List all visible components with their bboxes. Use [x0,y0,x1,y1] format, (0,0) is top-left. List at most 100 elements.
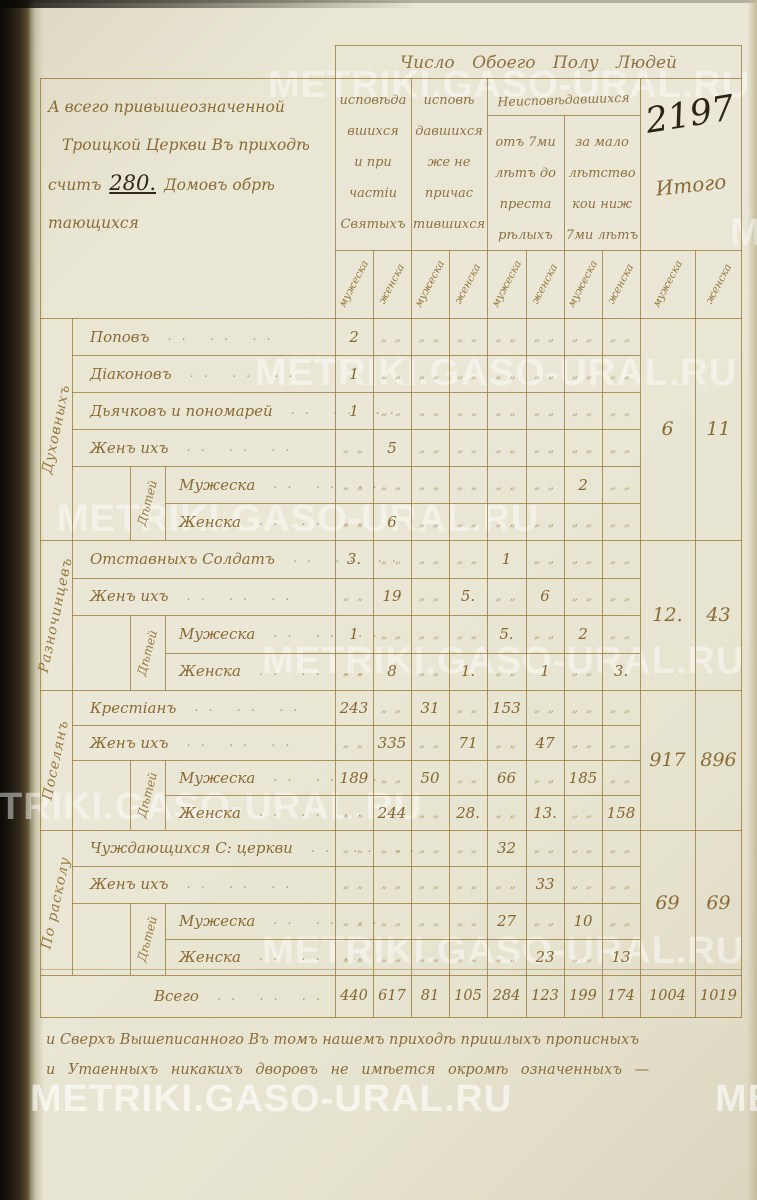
table-line [165,652,640,654]
data-cell: „ „ [449,690,487,725]
header-line: же не [427,155,471,170]
scan-top-edge-line [0,0,757,3]
data-cell: 8 [387,662,397,681]
data-cell: „ „ [411,725,449,760]
row-label-dots: .. .. .. [273,477,387,492]
data-cell: „ „ [373,392,411,429]
ditto-mark: „ „ [609,329,633,344]
data-cell: 50 [420,768,440,787]
table-line [40,690,742,691]
data-cell: „ „ [411,830,449,866]
data-cell: „ „ [335,466,373,503]
ditto-mark: „ „ [456,626,480,641]
ditto-mark: „ „ [342,949,366,964]
ditto-mark: „ „ [342,877,366,892]
header-line: лѣтство [568,166,636,181]
sex-column-header: женска [526,250,564,318]
intro-text: Домовъ обрѣ [163,176,275,194]
ditto-mark: „ „ [495,735,518,750]
ditto-mark: „ „ [380,770,404,785]
table-line [40,78,41,1018]
row-label-text: Женска [179,512,241,531]
table-row-label: Женска.. .. .. [165,653,362,691]
data-cell: „ „ [487,866,526,902]
table-row-label: Женъ ихъ .. .. .. [76,429,332,466]
table-line [695,250,696,1018]
totals-cell: 81 [420,988,440,1004]
data-cell: 5. [499,624,514,643]
data-cell: „ „ [411,429,449,466]
ditto-mark: „ „ [456,440,480,455]
scan-top-edge [0,0,420,8]
table-line [564,115,565,1018]
ditto-mark: „ „ [456,477,480,492]
header-line: и при [354,155,392,170]
ditto-mark: „ „ [456,949,480,964]
ditto-mark: „ „ [571,403,595,418]
row-label-dots: .. .. .. [167,329,281,344]
data-cell: „ „ [335,725,373,760]
data-cell: „ „ [335,653,373,691]
ditto-mark: „ „ [456,913,480,928]
table-line [741,45,742,1018]
data-cell: 1 [540,662,550,681]
ditto-mark: „ „ [495,440,518,455]
ditto-mark: „ „ [495,949,518,964]
table-line [165,938,640,940]
data-cell: „ „ [487,392,526,429]
data-cell: 2 [578,475,588,494]
data-cell: 2 [578,624,588,643]
ditto-mark: „ „ [533,770,557,785]
totals-cell: 123 [531,988,559,1004]
data-cell: „ „ [487,355,526,392]
table-line [72,577,640,579]
data-cell: „ „ [487,503,526,540]
children-group-label: Дѣтей [134,628,161,677]
folio-number: 2197 [642,88,738,142]
ditto-mark: „ „ [571,949,595,964]
data-cell: „ „ [602,392,640,429]
data-cell: „ „ [373,690,411,725]
section-side-label: Поселянъ [39,718,73,802]
not-confessed-adult-header: отъ 7ми лѣтъ до преста рѣлыхъ [487,127,564,251]
ditto-mark: „ „ [456,403,480,418]
row-label-text: Чуждающихся С: церкви [90,839,293,858]
ditto-mark: „ „ [495,366,518,381]
intro-line: тающихся [48,214,139,232]
ditto-mark: „ „ [533,403,557,418]
table-line [72,392,640,393]
table-line [526,250,527,1018]
data-cell: „ „ [411,466,449,503]
data-cell: „ „ [564,690,602,725]
header-line: преста [499,197,552,212]
ditto-mark: „ „ [342,664,366,679]
ditto-mark: „ „ [418,514,442,529]
scan-right-edge [747,0,757,1200]
data-cell: „ „ [602,578,640,616]
data-cell: 189 [339,768,369,787]
ditto-mark: „ „ [418,477,442,492]
confessed-not-communed-header: исповѣ давшихся же не причас тившихся [411,85,487,240]
data-cell: „ „ [526,903,564,939]
ditto-mark: „ „ [571,700,595,715]
house-count: 280. [109,171,157,195]
table-row-label: Женска.. .. .. [165,795,362,830]
ditto-mark: „ „ [418,913,442,928]
data-cell: „ „ [335,903,373,939]
ditto-mark: „ „ [571,551,595,566]
data-cell: „ „ [602,429,640,466]
header-line: отъ 7ми [495,135,556,150]
ditto-mark: „ „ [418,329,442,344]
ditto-mark: „ „ [380,949,404,964]
book-binding [0,0,30,1200]
data-cell: „ „ [564,429,602,466]
row-label-text: Женска [179,803,241,822]
data-cell: „ „ [373,903,411,939]
row-label-text: Женъ ихъ [90,587,169,606]
data-cell: „ „ [411,653,449,691]
header-line: исповѣда [339,93,407,108]
data-cell: „ „ [602,503,640,540]
row-label-text: Женъ ихъ [90,733,169,752]
ditto-mark: „ „ [495,589,518,604]
row-label-text: Крестіанъ [90,698,177,717]
